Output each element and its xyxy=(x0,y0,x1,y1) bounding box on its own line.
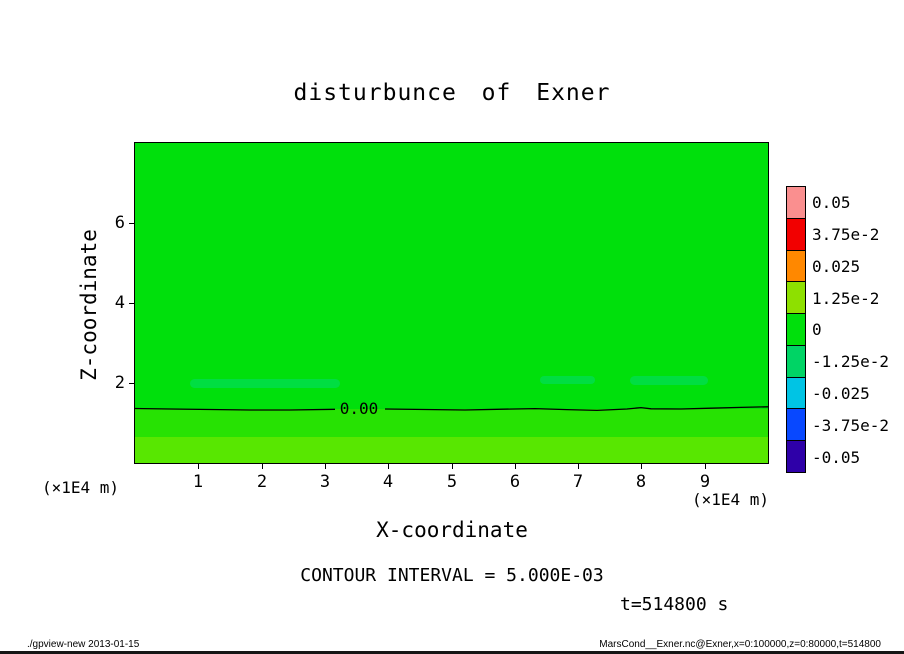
colorbar xyxy=(786,186,806,473)
x-axis-title: X-coordinate xyxy=(376,518,528,542)
x-tick-label: 1 xyxy=(192,472,204,492)
colorbar-cell xyxy=(787,408,805,441)
footer-command: ./gpview-new 2013-01-15 xyxy=(27,639,140,650)
x-tick-mark xyxy=(578,464,579,469)
x-tick-mark xyxy=(262,464,263,469)
x-tick-label: 4 xyxy=(382,472,394,492)
x-tick-label: 6 xyxy=(509,472,521,492)
x-tick-label: 8 xyxy=(635,472,647,492)
colorbar-cell xyxy=(787,344,805,377)
footer-dataset: MarsCond__Exner.nc@Exner,x=0:100000,z=0:… xyxy=(599,639,881,650)
colorbar-cell xyxy=(787,440,805,473)
y-tick-label: 4 xyxy=(114,293,125,313)
field-patch-1 xyxy=(190,379,340,388)
colorbar-label: 0.05 xyxy=(812,193,851,212)
y-tick-label: 6 xyxy=(114,213,125,233)
colorbar-label: 0.025 xyxy=(812,257,861,276)
colorbar-cell xyxy=(787,249,805,282)
time-label: t=514800 s xyxy=(620,594,729,615)
x-tick-label: 5 xyxy=(446,472,458,492)
colorbar-label: 1.25e-2 xyxy=(812,289,880,308)
colorbar-label: -1.25e-2 xyxy=(812,352,890,371)
x-tick-mark xyxy=(641,464,642,469)
y-tick-mark xyxy=(129,223,134,224)
colorbar-cell xyxy=(787,376,805,409)
y-tick-mark xyxy=(129,383,134,384)
contour-interval-note: CONTOUR INTERVAL = 5.000E-03 xyxy=(300,565,604,586)
colorbar-label: -3.75e-2 xyxy=(812,416,890,435)
x-tick-mark xyxy=(452,464,453,469)
field-patch-2 xyxy=(540,376,595,384)
x-tick-mark xyxy=(388,464,389,469)
field-band-positive-1 xyxy=(135,409,768,437)
y-axis-title: Z-coordinate xyxy=(77,229,101,381)
x-tick-mark xyxy=(515,464,516,469)
colorbar-cell xyxy=(787,187,805,218)
colorbar-label: -0.025 xyxy=(812,384,870,403)
x-tick-label: 9 xyxy=(699,472,711,492)
y-tick-label: 2 xyxy=(114,373,125,393)
x-tick-mark xyxy=(325,464,326,469)
colorbar-cell xyxy=(787,313,805,345)
x-axis-unit-left: (×1E4 m) xyxy=(42,478,120,497)
x-axis-unit-right: (×1E4 m) xyxy=(692,490,770,509)
colorbar-cell xyxy=(787,281,805,314)
y-tick-mark xyxy=(129,303,134,304)
field-patch-3 xyxy=(630,376,708,385)
colorbar-label: 3.75e-2 xyxy=(812,225,880,244)
x-tick-mark xyxy=(705,464,706,469)
colorbar-label: 0 xyxy=(812,320,822,339)
x-tick-label: 2 xyxy=(256,472,268,492)
x-tick-label: 3 xyxy=(319,472,331,492)
zero-contour-label: 0.00 xyxy=(339,399,379,418)
colorbar-cell xyxy=(787,217,805,250)
plot-area: 0.00 xyxy=(134,142,769,464)
x-tick-label: 7 xyxy=(572,472,584,492)
colorbar-label: -0.05 xyxy=(812,448,861,467)
zero-contour-line xyxy=(135,406,768,412)
field-band-positive-2 xyxy=(135,437,768,463)
chart-title: disturbunce of Exner xyxy=(293,80,611,106)
window-bottom-edge xyxy=(0,651,904,654)
x-tick-mark xyxy=(198,464,199,469)
